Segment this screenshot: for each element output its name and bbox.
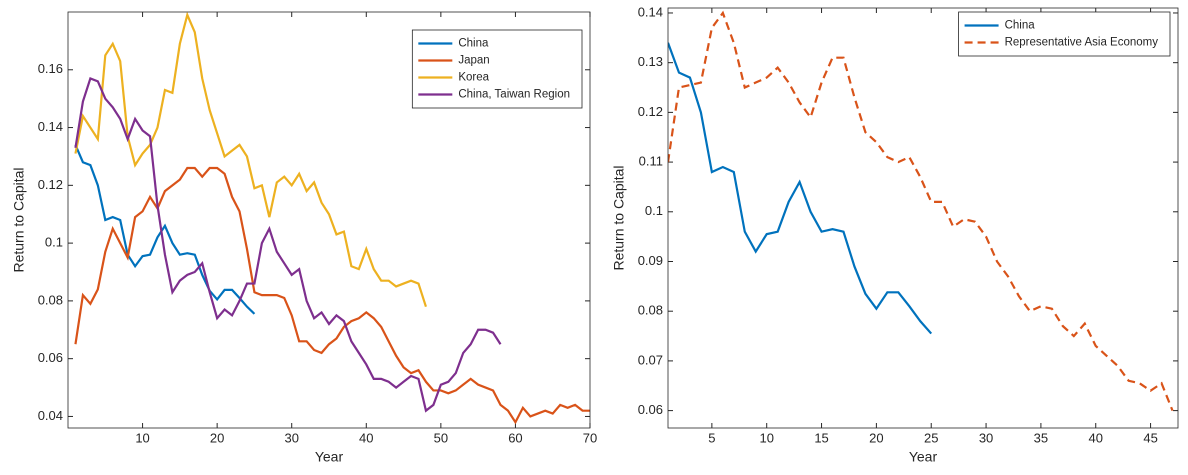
x-axis-label: Year (315, 449, 344, 465)
legend-label: Japan (458, 55, 489, 67)
x-tick-label: 10 (759, 430, 773, 445)
subplot: 5 10 15 20 25 30 35 40 45 0.06 0.07 0.08 0.09 0.1 0.11… (611, 4, 1179, 465)
x-tick-label: 5 (708, 430, 715, 445)
x-tick-label: 45 (1143, 430, 1157, 445)
subplot: 10 20 30 40 50 60 70 0.04 0.06 0.08 0.1 0.12 0.14 0.1… (11, 11, 597, 465)
y-tick-label: 0.1 (45, 235, 63, 250)
y-tick-label: 0.06 (638, 402, 663, 417)
x-axis-label: Year (909, 449, 938, 465)
y-tick-label: 0.12 (38, 177, 63, 192)
y-tick-label: 0.08 (38, 292, 63, 307)
legend-label: China (1005, 20, 1036, 32)
x-tick-label: 10 (135, 430, 149, 445)
data-line (74, 166, 590, 425)
legend-label: China, Taiwan Region (458, 89, 570, 101)
legend-label: Korea (458, 72, 489, 84)
y-tick-label: 0.14 (638, 4, 663, 19)
data-line (668, 10, 1174, 412)
data-line (74, 76, 502, 413)
y-tick-label: 0.08 (638, 303, 663, 318)
x-tick-label: 60 (508, 430, 522, 445)
data-line (74, 12, 427, 308)
y-tick-label: 0.07 (638, 352, 663, 367)
data-line (668, 42, 933, 335)
x-tick-label: 35 (1034, 430, 1048, 445)
legend-label: Representative Asia Economy (1005, 37, 1159, 49)
y-tick-label: 0.04 (38, 408, 63, 423)
legend-label: China (458, 38, 489, 50)
y-tick-label: 0.14 (38, 119, 63, 134)
axes-box (667, 7, 1179, 429)
y-tick-label: 0.09 (638, 253, 663, 268)
legend-box (958, 11, 1171, 57)
x-tick-label: 25 (924, 430, 938, 445)
x-tick-label: 40 (1089, 430, 1103, 445)
data-line (74, 144, 256, 315)
x-tick-label: 20 (869, 430, 883, 445)
y-tick-label: 0.06 (38, 350, 63, 365)
x-tick-label: 30 (979, 430, 993, 445)
plot-area (668, 8, 1178, 428)
y-tick-label: 0.16 (38, 61, 63, 76)
x-tick-label: 20 (210, 430, 224, 445)
y-axis-label: Return to Capital (611, 165, 627, 270)
x-tick-label: 70 (583, 430, 597, 445)
x-tick-label: 50 (434, 430, 448, 445)
y-tick-label: 0.12 (638, 104, 663, 119)
legend: China Representative Asia Economy (958, 11, 1171, 57)
y-tick-label: 0.1 (645, 203, 663, 218)
x-tick-label: 40 (359, 430, 373, 445)
y-axis-label: Return to Capital (11, 167, 27, 272)
axes-box (67, 11, 591, 429)
x-tick-label: 15 (814, 430, 828, 445)
x-tick-label: 30 (284, 430, 298, 445)
y-tick-label: 0.13 (638, 54, 663, 69)
y-tick-label: 0.11 (639, 154, 663, 169)
legend: China Japan Korea China, Taiwan Region (411, 29, 583, 109)
